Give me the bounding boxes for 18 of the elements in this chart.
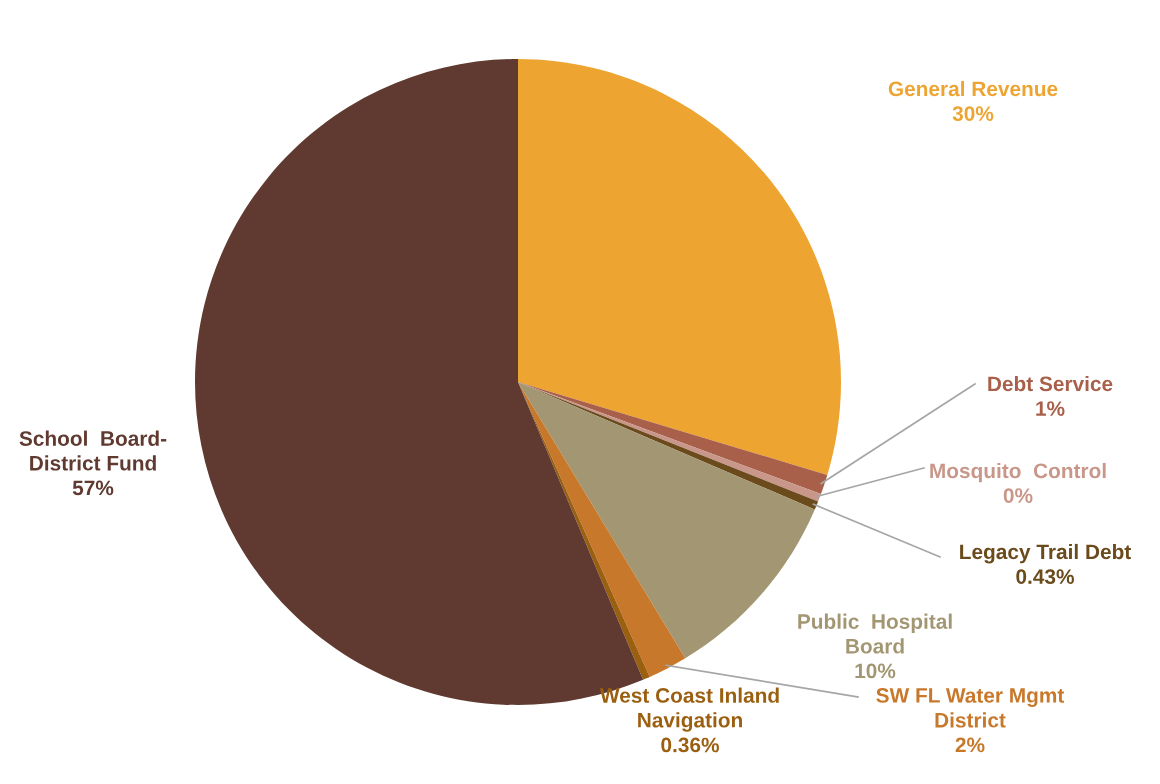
slice-label: School Board- District Fund [19, 430, 167, 471]
slice-label: Mosquito Control [930, 462, 1106, 483]
data-label: 2% [955, 737, 985, 753]
data-label: 1% [1036, 401, 1065, 416]
slice-label: Legacy Trail Debt [960, 543, 1132, 564]
data-label: 0.36% [661, 737, 719, 753]
pie-slice [518, 382, 650, 680]
slice-label: SW FL Water Mgmt District [876, 688, 1065, 728]
data-label: 57% [72, 480, 114, 496]
slice-label: West Coast Inland Navigation [599, 687, 779, 732]
slice-label: Public Hospital Board [798, 613, 952, 654]
slice-label: General Revenue [888, 80, 1058, 97]
data-label: 10% [855, 663, 896, 679]
slice-label: Debt Service [988, 375, 1113, 392]
data-label: 30% [952, 106, 994, 121]
data-label: 0% [1003, 488, 1033, 503]
data-label: 0.43% [1016, 569, 1074, 585]
pie-slice [518, 59, 841, 475]
